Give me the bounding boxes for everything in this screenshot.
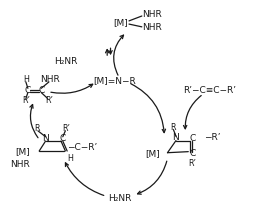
Text: [M]: [M] — [113, 19, 128, 28]
Text: R’: R’ — [45, 96, 53, 105]
Text: C: C — [25, 86, 31, 95]
Text: H: H — [67, 153, 73, 162]
Text: N: N — [42, 134, 49, 143]
Text: [M]: [M] — [15, 148, 30, 157]
Text: R’: R’ — [188, 159, 196, 168]
Text: C: C — [189, 134, 196, 143]
Text: R’: R’ — [22, 96, 30, 105]
Text: [M]: [M] — [145, 149, 160, 158]
Text: H₂NR: H₂NR — [108, 194, 132, 203]
Text: R: R — [171, 123, 176, 132]
Text: H₂NR: H₂NR — [54, 57, 78, 66]
Text: R: R — [34, 124, 40, 133]
Text: C: C — [60, 134, 66, 143]
Text: [M]=N−R: [M]=N−R — [93, 77, 136, 86]
Text: R’: R’ — [62, 124, 70, 133]
Text: C: C — [38, 86, 44, 95]
Text: −C−R’: −C−R’ — [67, 143, 98, 152]
Text: C: C — [189, 149, 196, 158]
Text: NHR: NHR — [11, 160, 30, 169]
Text: H: H — [23, 75, 29, 84]
Text: NHR: NHR — [142, 10, 162, 19]
Text: N: N — [173, 133, 179, 142]
Text: NHR: NHR — [40, 75, 60, 84]
Text: −R’: −R’ — [204, 133, 221, 142]
Text: R’−C≡C−R’: R’−C≡C−R’ — [183, 86, 236, 95]
Text: NHR: NHR — [142, 23, 162, 32]
